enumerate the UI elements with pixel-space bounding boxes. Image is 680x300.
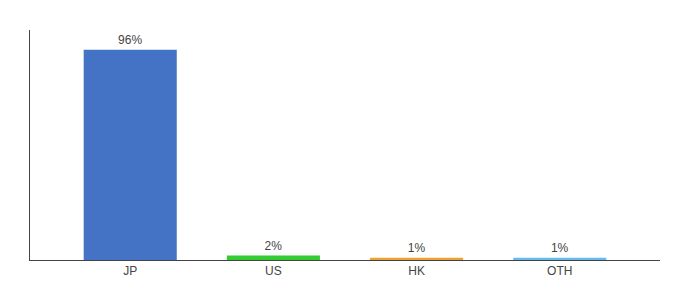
svg-text:1%: 1%: [551, 241, 569, 255]
svg-text:HK: HK: [408, 264, 425, 278]
svg-text:96%: 96%: [118, 33, 142, 47]
svg-text:OTH: OTH: [547, 264, 572, 278]
svg-text:1%: 1%: [408, 241, 426, 255]
svg-text:JP: JP: [123, 264, 137, 278]
svg-text:US: US: [265, 264, 282, 278]
svg-text:2%: 2%: [265, 239, 283, 253]
